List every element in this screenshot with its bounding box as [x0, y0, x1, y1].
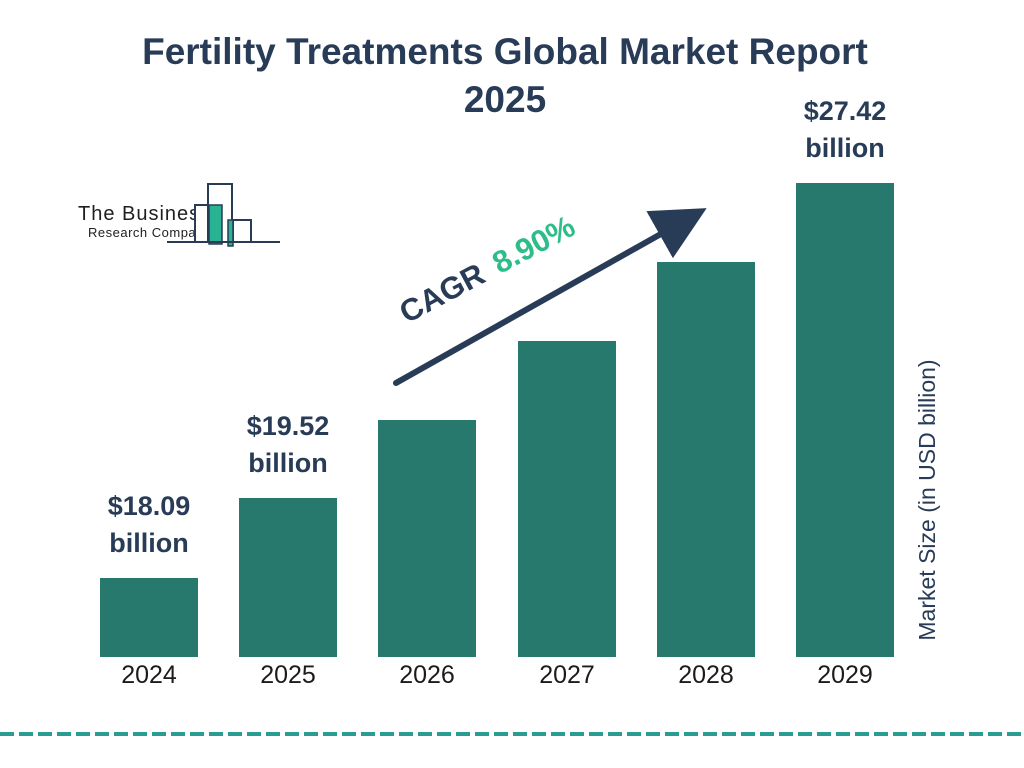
value-unit-2025: billion	[248, 448, 328, 478]
bar-2029	[796, 183, 894, 657]
x-tick-2027: 2027	[539, 661, 595, 689]
value-unit-2029: billion	[805, 133, 885, 163]
logo-company-subname: Research Company	[88, 225, 211, 240]
x-tick-2026: 2026	[399, 661, 455, 689]
value-label-2029: $27.42 billion	[755, 93, 935, 167]
cagr-annotation: CAGR8.90%	[393, 208, 581, 330]
bar-2025	[239, 498, 337, 657]
page-title-line1: Fertility Treatments Global Market Repor…	[142, 31, 868, 72]
cagr-label: CAGR	[393, 256, 491, 330]
value-amount-2025: $19.52	[246, 411, 330, 441]
x-tick-2025: 2025	[260, 661, 316, 689]
value-amount-2029: $27.42	[803, 96, 887, 126]
logo-company-name: The Business	[78, 203, 212, 225]
value-unit-2024: billion	[109, 528, 189, 558]
bar-2028	[657, 262, 755, 657]
x-tick-2024: 2024	[121, 661, 177, 689]
x-tick-2028: 2028	[678, 661, 734, 689]
y-axis-label: Market Size (in USD billion)	[914, 359, 940, 641]
bar-2024	[100, 578, 198, 657]
page-title: Fertility Treatments Global Market Repor…	[0, 28, 1010, 124]
page-title-line2: 2025	[463, 79, 547, 120]
value-label-2025: $19.52 billion	[198, 408, 378, 482]
bar-2027	[518, 341, 616, 657]
cagr-value: 8.90%	[486, 208, 581, 281]
value-label-2024: $18.09 billion	[59, 488, 239, 562]
bar-2026	[378, 420, 476, 657]
x-tick-2029: 2029	[817, 661, 873, 689]
logo-bar-chart-icon	[167, 183, 280, 247]
bottom-dashed-line	[0, 732, 1024, 736]
value-amount-2024: $18.09	[107, 491, 191, 521]
company-logo: The Business Research Company	[75, 178, 285, 248]
